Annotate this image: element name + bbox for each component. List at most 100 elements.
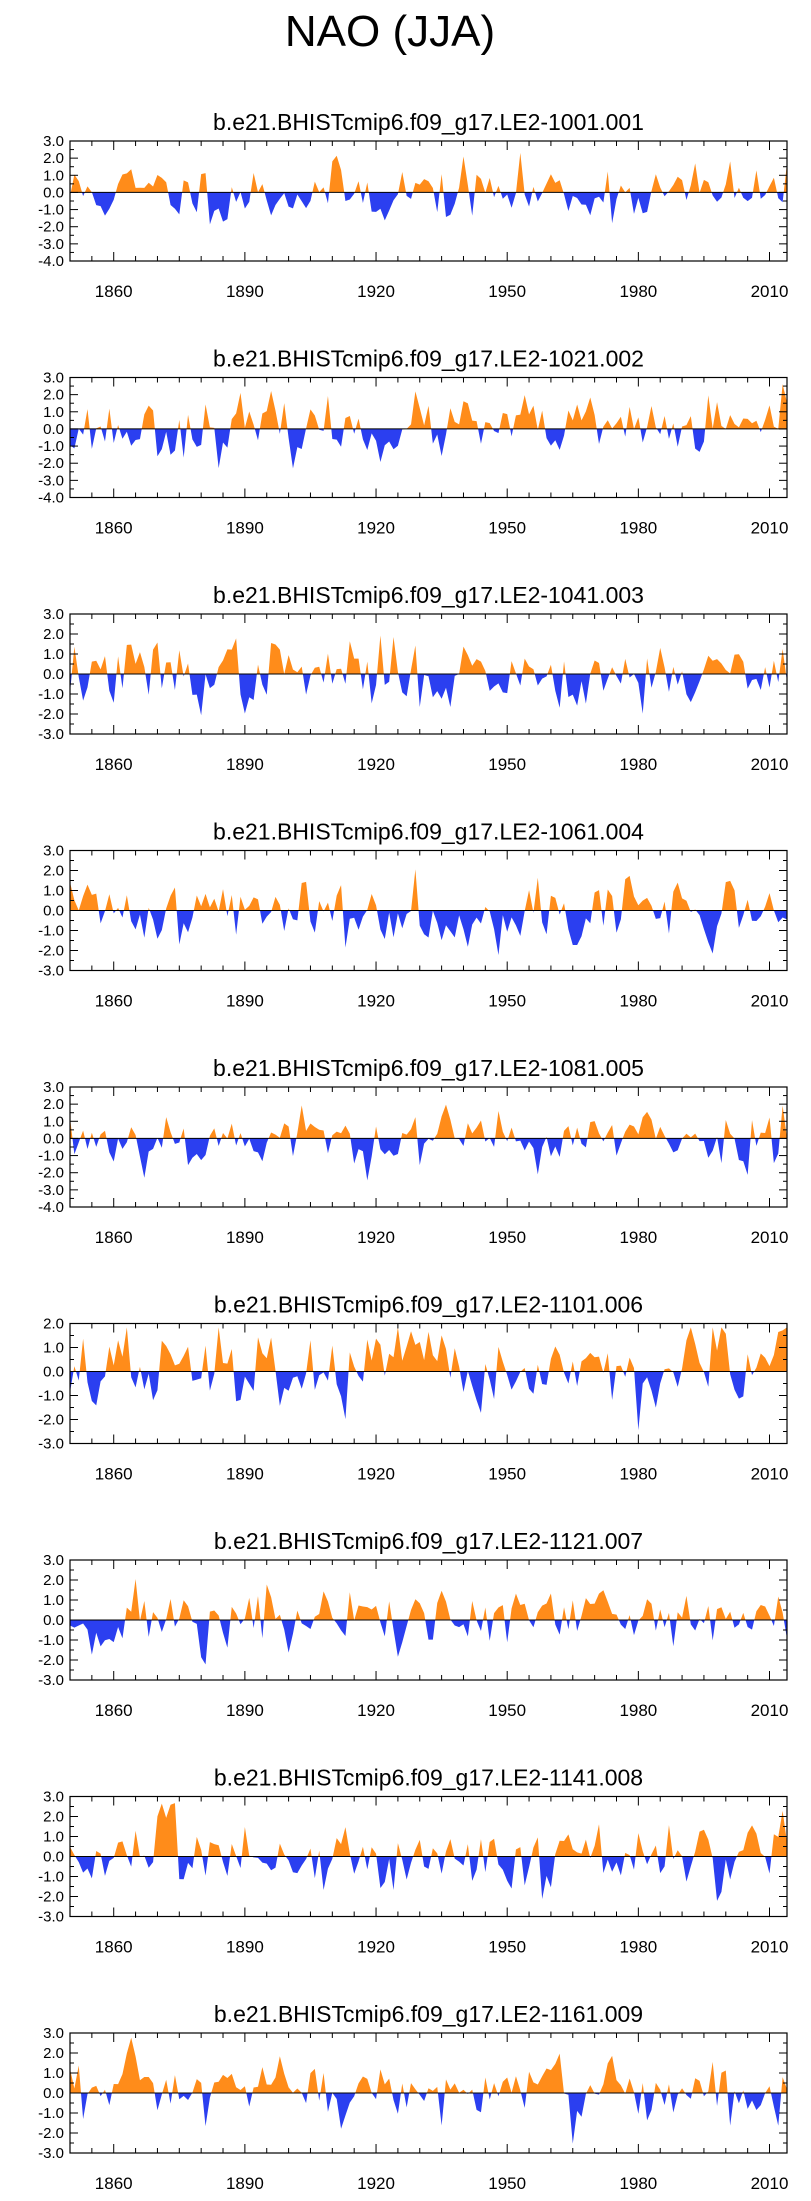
y-tick-label: 2.0 — [43, 1316, 64, 1333]
x-tick-label: 1950 — [488, 2174, 526, 2193]
y-tick-label: -3.0 — [38, 1909, 64, 1926]
y-tick-label: -3.0 — [38, 1672, 64, 1689]
y-tick-label: -2.0 — [38, 1165, 64, 1182]
y-tick-label: -4.0 — [38, 253, 64, 270]
panel-title: b.e21.BHISTcmip6.f09_g17.LE2-1081.005 — [213, 1055, 644, 1081]
x-tick-label: 1890 — [226, 1938, 264, 1957]
x-tick-label: 1860 — [95, 519, 133, 538]
y-tick-label: -1.0 — [38, 1388, 64, 1405]
x-tick-label: 1890 — [226, 755, 264, 774]
x-tick-label: 1920 — [357, 992, 395, 1011]
y-tick-label: -1.0 — [38, 1632, 64, 1649]
panel-title: b.e21.BHISTcmip6.f09_g17.LE2-1101.006 — [214, 1292, 643, 1318]
series-negative-area — [70, 1371, 755, 1431]
x-tick-label: 1890 — [226, 1701, 264, 1720]
y-tick-label: 3.0 — [43, 606, 64, 623]
x-tick-label: 1980 — [619, 1228, 657, 1247]
y-tick-label: -1.0 — [38, 438, 64, 455]
series-negative-area — [75, 1856, 772, 1901]
y-tick-label: 2.0 — [43, 150, 64, 167]
y-tick-label: 1.0 — [43, 404, 64, 421]
x-tick-label: 1860 — [95, 1465, 133, 1484]
y-tick-label: -3.0 — [38, 236, 64, 253]
x-tick-label: 2010 — [751, 1701, 789, 1720]
y-tick-label: 2.0 — [43, 626, 64, 643]
x-tick-label: 1920 — [357, 1465, 395, 1484]
y-tick-label: 2.0 — [43, 1572, 64, 1589]
y-tick-label: -2.0 — [38, 219, 64, 236]
y-tick-label: -2.0 — [38, 943, 64, 960]
panel-3: b.e21.BHISTcmip6.f09_g17.LE2-1041.003 3.0… — [38, 582, 788, 774]
x-tick-label: 2010 — [751, 992, 789, 1011]
y-tick-label: 3.0 — [43, 843, 64, 860]
x-tick-label: 1920 — [357, 282, 395, 301]
y-tick-label: -1.0 — [38, 2105, 64, 2122]
y-tick-label: 0.0 — [43, 184, 64, 201]
series-positive-area — [73, 1327, 788, 1372]
series-positive-area — [70, 1803, 787, 1857]
x-tick-label: 1860 — [95, 992, 133, 1011]
y-tick-label: 1.0 — [43, 1829, 64, 1846]
x-tick-label: 2010 — [751, 1938, 789, 1957]
x-tick-label: 1890 — [226, 992, 264, 1011]
series-negative-area — [70, 674, 787, 716]
y-tick-label: -3.0 — [38, 2145, 64, 2162]
plot-frame — [69, 1086, 788, 1208]
y-tick-label: 2.0 — [43, 1096, 64, 1113]
y-tick-label: -3.0 — [38, 1436, 64, 1453]
y-tick-label: 3.0 — [43, 370, 64, 387]
y-tick-label: 0.0 — [43, 1364, 64, 1381]
y-tick-label: 3.0 — [43, 133, 64, 150]
x-tick-label: 2010 — [751, 519, 789, 538]
x-tick-label: 1890 — [226, 1465, 264, 1484]
panel-2: b.e21.BHISTcmip6.f09_g17.LE2-1021.002 3.0… — [38, 346, 788, 538]
y-tick-label: 2.0 — [43, 2045, 64, 2062]
x-tick-label: 1890 — [226, 1228, 264, 1247]
x-tick-label: 1920 — [357, 2174, 395, 2193]
panel-8: b.e21.BHISTcmip6.f09_g17.LE2-1141.008 3.0… — [38, 1765, 788, 1957]
series-negative-area — [98, 910, 788, 955]
y-tick-label: -3.0 — [38, 1182, 64, 1199]
panel-title: b.e21.BHISTcmip6.f09_g17.LE2-1001.001 — [213, 109, 644, 135]
y-tick-label: -1.0 — [38, 1869, 64, 1886]
x-tick-label: 1920 — [357, 1228, 395, 1247]
x-tick-label: 1980 — [619, 1938, 657, 1957]
x-tick-label: 1920 — [357, 519, 395, 538]
y-tick-label: 0.0 — [43, 1130, 64, 1147]
y-tick-label: -2.0 — [38, 2125, 64, 2142]
x-tick-label: 1950 — [488, 1701, 526, 1720]
panel-9: b.e21.BHISTcmip6.f09_g17.LE2-1161.009 3.0… — [38, 2001, 788, 2193]
y-tick-label: 0.0 — [43, 903, 64, 920]
x-tick-label: 2010 — [751, 1465, 789, 1484]
y-tick-label: -1.0 — [38, 686, 64, 703]
x-tick-label: 1860 — [95, 1938, 133, 1957]
y-tick-label: -2.0 — [38, 1652, 64, 1669]
x-tick-label: 1950 — [488, 755, 526, 774]
x-tick-label: 1980 — [619, 2174, 657, 2193]
y-tick-label: -2.0 — [38, 1889, 64, 1906]
x-tick-label: 1980 — [619, 519, 657, 538]
x-tick-label: 1950 — [488, 992, 526, 1011]
x-tick-label: 1920 — [357, 1938, 395, 1957]
y-tick-label: -4.0 — [38, 1199, 64, 1216]
panel-group: b.e21.BHISTcmip6.f09_g17.LE2-1001.001 3.0… — [38, 109, 788, 2193]
series-positive-area — [125, 1578, 784, 1620]
x-tick-label: 1860 — [95, 282, 133, 301]
y-tick-label: 1.0 — [43, 1340, 64, 1357]
y-tick-label: 1.0 — [43, 1113, 64, 1130]
x-tick-label: 2010 — [751, 2174, 789, 2193]
y-tick-label: 3.0 — [43, 1552, 64, 1569]
series-negative-area — [72, 1138, 780, 1181]
y-tick-label: -3.0 — [38, 472, 64, 489]
series-negative-area — [80, 2093, 782, 2144]
series-positive-area — [70, 1104, 787, 1139]
y-tick-label: 2.0 — [43, 387, 64, 404]
y-tick-label: -2.0 — [38, 706, 64, 723]
x-tick-label: 1890 — [226, 519, 264, 538]
y-tick-label: -1.0 — [38, 923, 64, 940]
y-tick-label: 1.0 — [43, 1592, 64, 1609]
panel-1: b.e21.BHISTcmip6.f09_g17.LE2-1001.001 3.0… — [38, 109, 788, 301]
y-tick-label: 1.0 — [43, 2065, 64, 2082]
y-tick-label: -1.0 — [38, 1148, 64, 1165]
